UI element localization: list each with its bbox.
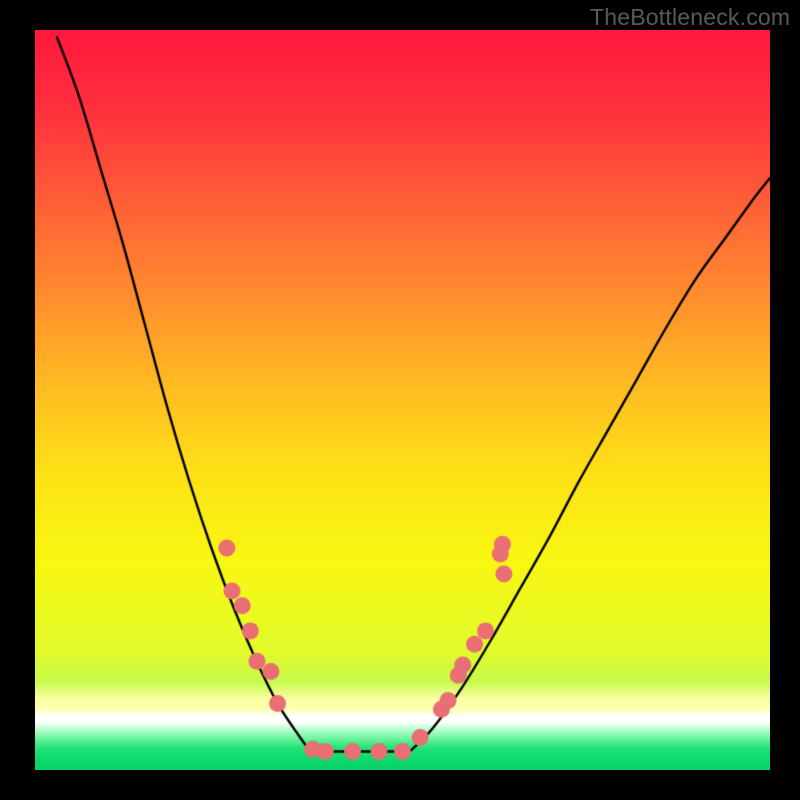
stage: TheBottleneck.com	[0, 0, 800, 800]
bottleneck-chart	[35, 30, 770, 770]
watermark-text: TheBottleneck.com	[590, 4, 790, 31]
